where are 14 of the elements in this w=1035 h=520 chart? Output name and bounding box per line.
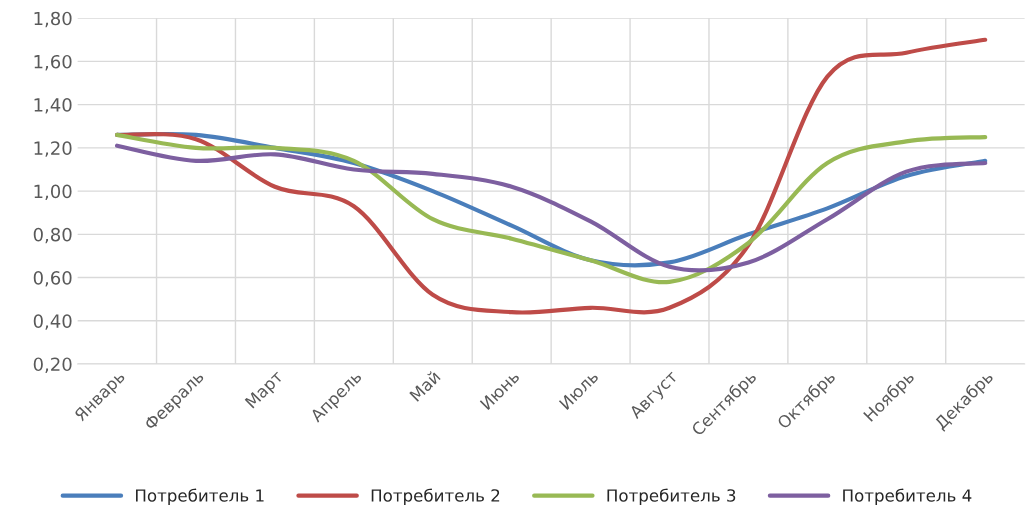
legend-label: Потребитель 4 — [843, 488, 972, 505]
y-tick-label: 1,00 — [34, 184, 72, 201]
y-tick-label: 0,40 — [33, 314, 72, 330]
y-tick-label: 1,60 — [34, 54, 72, 71]
y-tick-label: 0,60 — [33, 271, 72, 287]
y-tick-label: 1,40 — [34, 98, 72, 114]
legend-label: Потребитель 1 — [136, 488, 264, 505]
y-tick-label: 1,80 — [34, 11, 72, 28]
line-series — [114, 37, 988, 315]
y-tick-label: 0,80 — [33, 227, 72, 244]
legend-label: Потребитель 2 — [371, 488, 500, 505]
y-tick-label: 1,20 — [34, 141, 72, 157]
legend-label: Потребитель 3 — [607, 488, 736, 505]
y-tick-label: 0,20 — [33, 357, 72, 373]
